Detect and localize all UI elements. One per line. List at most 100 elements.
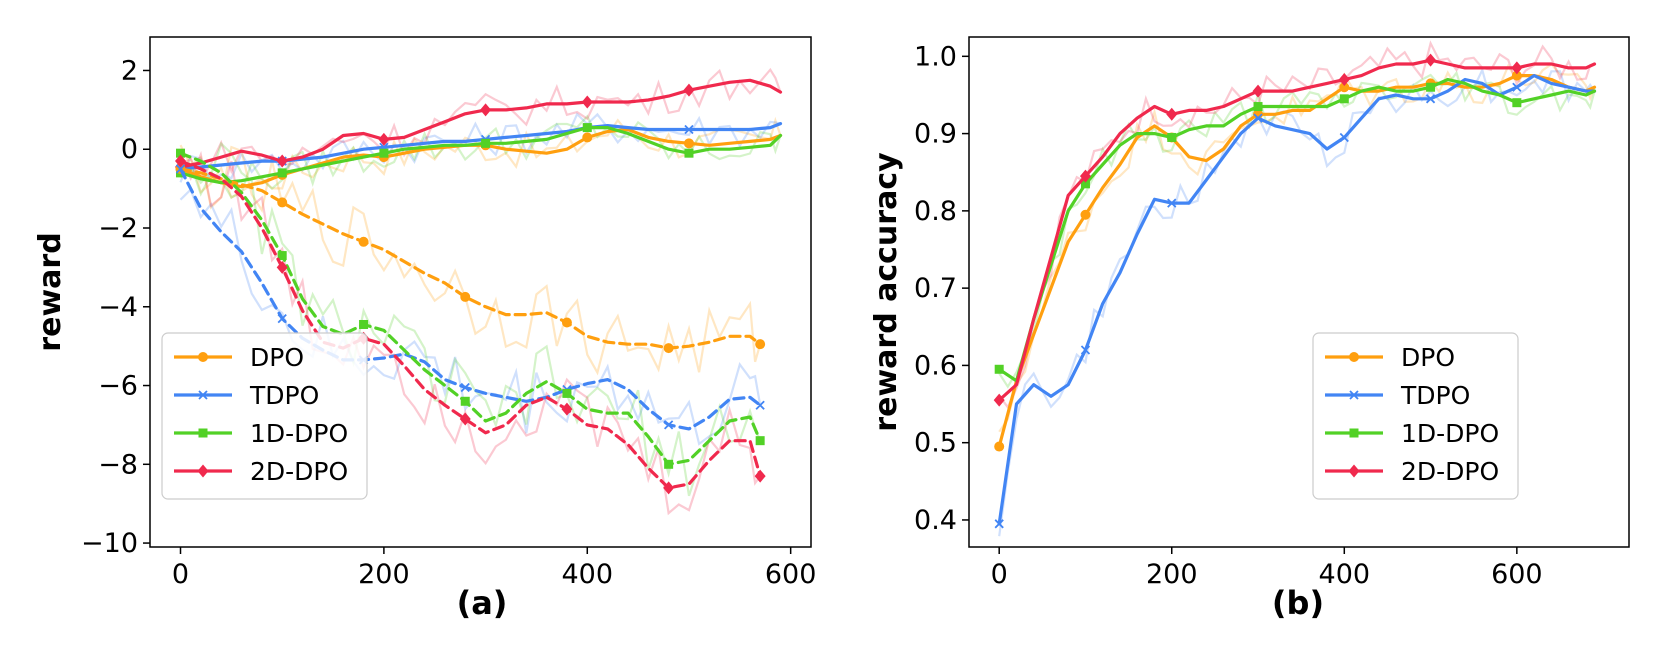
y-tick-label: 0.5: [914, 428, 957, 459]
legend-label-tdpo: TDPO: [249, 381, 319, 410]
y-tick-label: −2: [98, 213, 138, 244]
marker-dpo: [582, 132, 593, 143]
series-tdpo-solid-line: [997, 74, 1597, 526]
marker-1d-dpo: [755, 436, 765, 446]
marker-1d-dpo: [1167, 132, 1177, 142]
panel-label: (b): [1272, 584, 1324, 622]
raw-tdpo-dashed-line: [179, 187, 762, 446]
y-tick-label: 0: [121, 134, 138, 165]
legend-label-dpo: DPO: [1401, 343, 1455, 372]
marker-2d-dpo: [581, 95, 593, 109]
x-tick-label: 0: [172, 559, 189, 590]
legend-label-dpo: DPO: [250, 343, 304, 372]
axis-ticks: 0 200 400 600 1.0 0.9 0.8 0.7 0.6 0.5 0.4: [914, 41, 1543, 590]
marker-1d-dpo: [379, 148, 389, 158]
raw-2d-dpo-solid-line: [998, 40, 1595, 410]
x-tick-label: 200: [358, 559, 410, 590]
marker-dpo: [561, 317, 572, 328]
y-tick-label: 0.4: [914, 505, 957, 536]
marker-dpo: [755, 339, 766, 350]
marker-2d-dpo: [561, 402, 573, 416]
legend-label-2d-dpo: 2D-DPO: [1401, 457, 1499, 486]
marker-dpo: [663, 343, 674, 354]
raw-dpo-dashed-line: [179, 144, 762, 376]
legend-marker-1d-dpo: [198, 428, 208, 438]
marker-tdpo: [1425, 94, 1436, 104]
marker-1d-dpo: [684, 148, 694, 158]
marker-dpo: [460, 291, 471, 302]
legend-label-1d-dpo: 1D-DPO: [1401, 419, 1499, 448]
series-layer: [993, 53, 1597, 529]
marker-tdpo: [175, 164, 186, 174]
y-tick-label: 2: [121, 55, 138, 86]
marker-2d-dpo: [276, 260, 288, 274]
marker-2d-dpo: [1252, 84, 1264, 98]
series-dpo-dashed-line: [178, 167, 762, 350]
marker-tdpo: [663, 420, 674, 430]
marker-2d-dpo: [378, 132, 390, 146]
marker-2d-dpo: [993, 393, 1005, 407]
marker-2d-dpo: [1425, 53, 1437, 67]
marker-1d-dpo: [562, 388, 572, 398]
marker-2d-dpo: [1511, 61, 1523, 75]
panel-b-reward-accuracy-chart: 0 200 400 600 1.0 0.9 0.8 0.7 0.6 0.5 0.4 reward a…: [869, 36, 1630, 622]
marker-1d-dpo: [277, 251, 287, 261]
plot-frame: [968, 36, 1630, 548]
y-tick-label: −8: [98, 449, 138, 480]
marker-tdpo: [1167, 198, 1177, 208]
marker-1d-dpo: [460, 396, 470, 406]
y-tick-label: 0.7: [914, 273, 957, 304]
x-tick-label: 0: [991, 559, 1008, 590]
marker-1d-dpo: [1512, 98, 1522, 108]
y-tick-label: −6: [98, 371, 138, 402]
marker-tdpo: [755, 400, 765, 410]
marker-1d-dpo: [176, 148, 186, 158]
marker-2d-dpo: [276, 154, 288, 168]
y-axis-label: reward: [33, 232, 68, 351]
marker-tdpo: [1253, 113, 1263, 123]
y-tick-label: 0.9: [914, 119, 957, 150]
marker-2d-dpo: [480, 103, 492, 117]
legend-marker-dpo: [198, 352, 208, 362]
legend: DPO TDPO 1D-DPO 2D-DPO: [161, 332, 368, 500]
series-dpo-solid-line: [997, 74, 1597, 449]
x-tick-label: 600: [1491, 559, 1543, 590]
marker-dpo: [358, 236, 369, 247]
marker-tdpo: [277, 313, 287, 324]
marker-tdpo: [994, 519, 1004, 529]
marker-dpo: [683, 138, 694, 149]
marker-2d-dpo: [1079, 169, 1091, 183]
marker-1d-dpo: [1253, 102, 1263, 112]
marker-tdpo: [1512, 82, 1522, 92]
marker-2d-dpo: [175, 154, 187, 168]
legend: DPO TDPO 1D-DPO 2D-DPO: [1312, 332, 1519, 500]
legend-marker-2d-dpo: [1348, 464, 1360, 478]
legend-label-tdpo: TDPO: [1400, 381, 1470, 410]
marker-1d-dpo: [359, 319, 369, 329]
marker-dpo: [994, 441, 1005, 452]
y-tick-label: −4: [98, 292, 138, 323]
legend-box: [1312, 332, 1519, 500]
panel-a-reward-chart: 0 200 400 600 2 0 −2 −4 −6 −8 −10 reward (a) DPO TD…: [33, 36, 816, 622]
series-2d-dpo-solid-line: [997, 58, 1597, 402]
marker-1d-dpo: [994, 364, 1004, 374]
marker-2d-dpo: [1338, 73, 1350, 86]
series-tdpo-dashed-line: [178, 167, 762, 431]
marker-1d-dpo: [582, 123, 592, 133]
x-tick-label: 400: [562, 559, 614, 590]
legend-marker-tdpo: [198, 390, 208, 400]
plot-frame: [149, 36, 812, 548]
marker-2d-dpo: [1166, 107, 1178, 121]
marker-1d-dpo: [1339, 94, 1349, 104]
series-layer: [175, 78, 783, 495]
marker-tdpo: [684, 124, 694, 135]
marker-tdpo: [1339, 132, 1349, 143]
x-tick-label: 200: [1146, 559, 1198, 590]
legend-label-1d-dpo: 1D-DPO: [250, 419, 348, 448]
raw-dpo-solid-line: [998, 62, 1596, 433]
y-tick-label: 0.8: [914, 196, 957, 227]
legend-marker-dpo: [1349, 352, 1359, 362]
marker-1d-dpo: [1426, 82, 1436, 92]
series-2d-dpo-dashed-line: [178, 159, 762, 490]
